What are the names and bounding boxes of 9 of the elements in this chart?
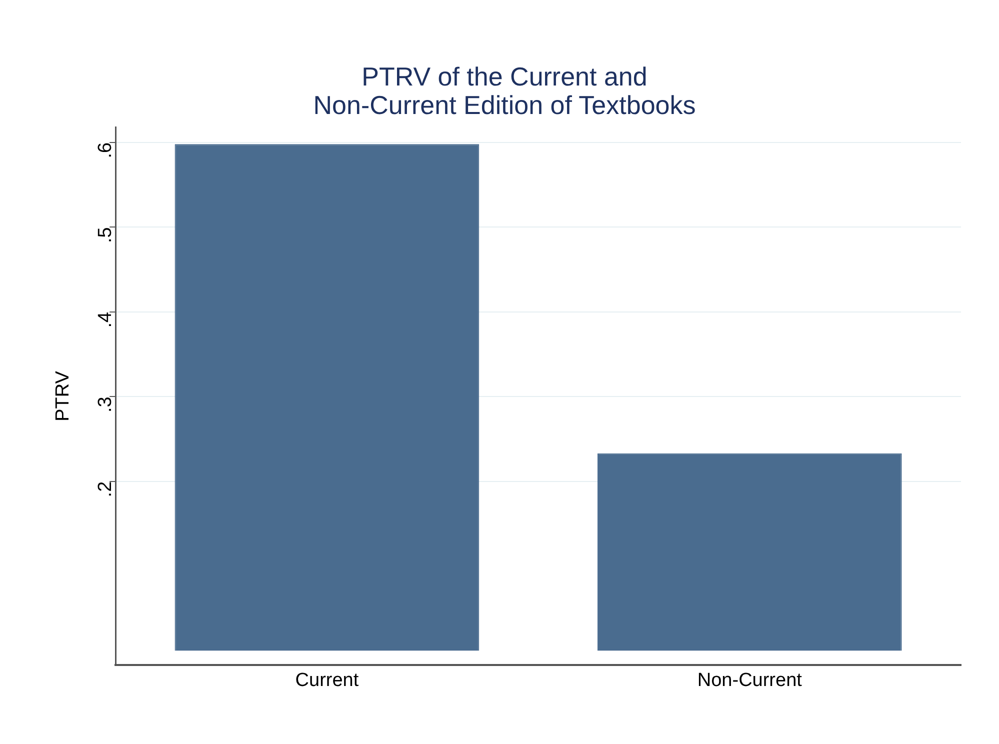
chart-title: PTRV of the Current and Non-Current Edition of Textbooks: [313, 61, 696, 120]
y-axis-title: PTRV: [52, 370, 74, 422]
y-tick-label: .5: [94, 227, 116, 244]
y-tick-label: .6: [94, 142, 116, 158]
x-tick-label: Current: [295, 670, 360, 691]
x-tick-label: Non-Current: [697, 670, 803, 691]
y-tick-label: .4: [94, 311, 116, 328]
y-tick-label: .3: [94, 396, 116, 412]
y-tick-label: .2: [94, 481, 116, 498]
